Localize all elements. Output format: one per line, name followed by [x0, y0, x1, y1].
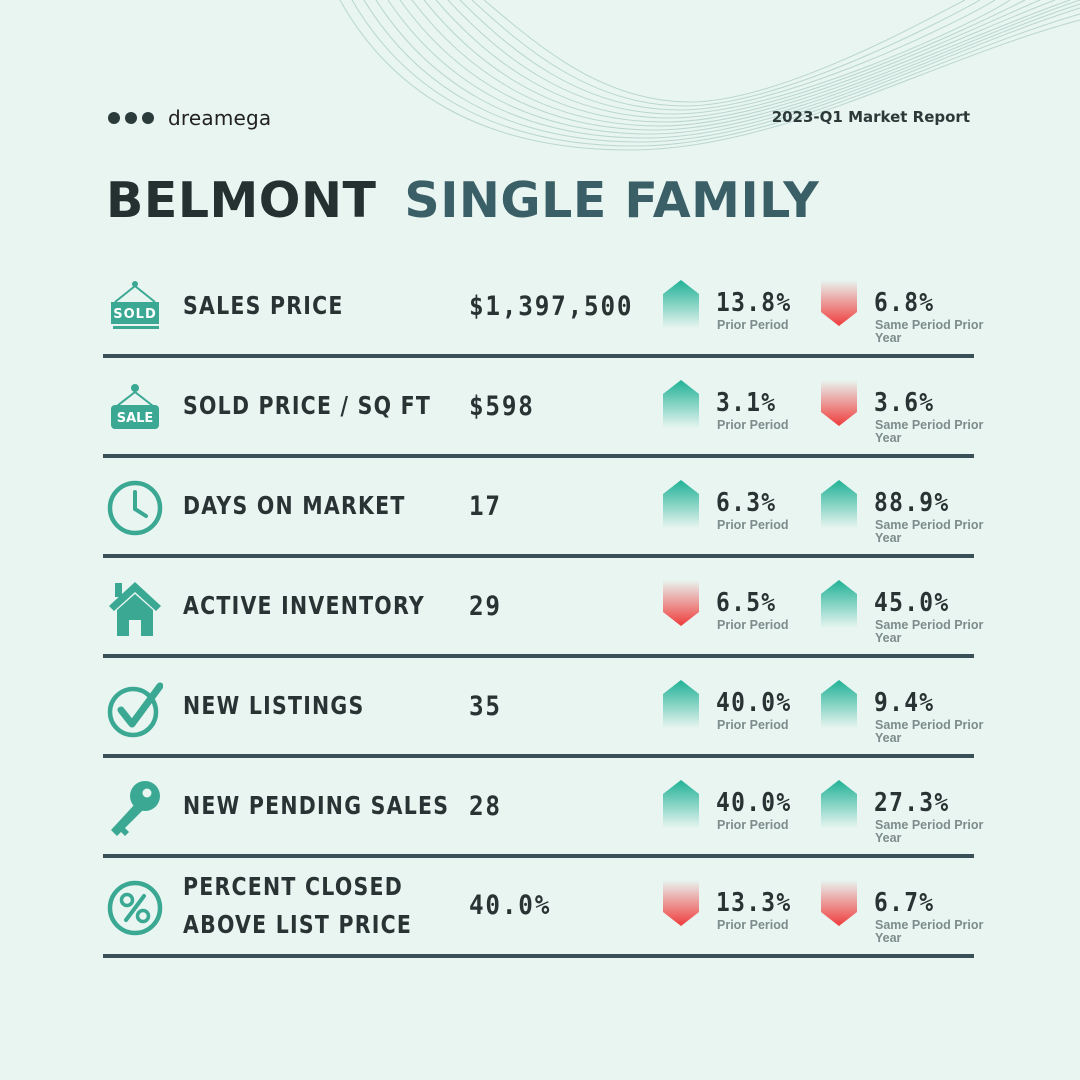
change-caption: Same Period Prior Year: [875, 518, 984, 545]
arrow-up-icon: [663, 480, 699, 528]
title-property-type: SINGLE FAMILY: [404, 172, 820, 229]
change-caption: Same Period Prior Year: [875, 918, 984, 945]
change-caption: Same Period Prior Year: [875, 418, 984, 445]
metrics-table: SOLD SALES PRICE $1,397,500 13.8% Prior Peri…: [103, 258, 983, 958]
brand-dots-icon: [108, 112, 154, 124]
change-percent: 3.1%: [716, 388, 777, 418]
brand-name: dreamega: [168, 106, 272, 130]
house-icon: [107, 578, 163, 638]
metric-row: NEW PENDING SALES 28 40.0% Prior Period 27.3…: [103, 758, 983, 858]
metric-label: ACTIVE INVENTORY: [183, 591, 425, 620]
arrow-down-icon: [821, 280, 857, 328]
metric-value: 28: [469, 790, 502, 822]
change-percent: 88.9%: [874, 488, 950, 518]
arrow-down-icon: [821, 880, 857, 928]
metric-label: DAYS ON MARKET: [183, 491, 406, 520]
change-percent: 40.0%: [716, 688, 792, 718]
arrow-down-icon: [663, 580, 699, 628]
metric-row: SOLD SALES PRICE $1,397,500 13.8% Prior Peri…: [103, 258, 983, 358]
page-title: BELMONT SINGLE FAMILY: [106, 172, 819, 229]
metric-row: SALE SOLD PRICE / SQ FT $598 3.1% Prior Peri…: [103, 358, 983, 458]
metric-row: PERCENT CLOSED ABOVE LIST PRICE 40.0% 13.3%…: [103, 858, 983, 958]
decorative-wave-lines: [339, 0, 1080, 151]
metric-row: DAYS ON MARKET 17 6.3% Prior Period 88.9% Sam…: [103, 458, 983, 558]
change-percent: 3.6%: [874, 388, 935, 418]
change-caption: Same Period Prior Year: [875, 618, 984, 645]
key-icon: [107, 778, 163, 838]
change-caption: Prior Period: [717, 718, 789, 732]
arrow-up-icon: [821, 480, 857, 528]
change-caption: Prior Period: [717, 318, 789, 332]
metric-value: 17: [469, 490, 502, 522]
change-percent: 6.8%: [874, 288, 935, 318]
change-caption: Same Period Prior Year: [875, 318, 984, 345]
svg-text:SOLD: SOLD: [113, 307, 157, 322]
change-percent: 9.4%: [874, 688, 935, 718]
report-label: 2023-Q1 Market Report: [771, 108, 970, 126]
metric-value: 35: [469, 690, 502, 722]
arrow-up-icon: [821, 680, 857, 728]
change-percent: 13.8%: [716, 288, 792, 318]
sold-sign-icon: SOLD: [107, 278, 163, 338]
arrow-up-icon: [663, 780, 699, 828]
arrow-down-icon: [821, 380, 857, 428]
clock-icon: [107, 478, 163, 538]
arrow-up-icon: [663, 680, 699, 728]
change-percent: 27.3%: [874, 788, 950, 818]
metric-value: 40.0%: [469, 890, 552, 921]
metric-row: NEW LISTINGS 35 40.0% Prior Period 9.4% Same …: [103, 658, 983, 758]
arrow-down-icon: [663, 880, 699, 928]
change-percent: 45.0%: [874, 588, 950, 618]
metric-label: SOLD PRICE / SQ FT: [183, 391, 432, 420]
change-caption: Prior Period: [717, 518, 789, 532]
change-percent: 40.0%: [716, 788, 792, 818]
arrow-up-icon: [663, 280, 699, 328]
checkmark-icon: [107, 678, 163, 738]
svg-text:SALE: SALE: [117, 411, 154, 426]
metric-value: $598: [469, 390, 535, 422]
metric-value: 29: [469, 590, 502, 622]
change-caption: Prior Period: [717, 918, 789, 932]
change-caption: Same Period Prior Year: [875, 718, 984, 745]
change-caption: Same Period Prior Year: [875, 818, 984, 845]
change-percent: 6.3%: [716, 488, 777, 518]
change-percent: 6.5%: [716, 588, 777, 618]
metric-label: PERCENT CLOSED ABOVE LIST PRICE: [183, 858, 412, 954]
brand-logo: dreamega: [108, 104, 271, 132]
change-caption: Prior Period: [717, 818, 789, 832]
metric-value: $1,397,500: [469, 290, 634, 322]
arrow-up-icon: [821, 780, 857, 828]
change-percent: 13.3%: [716, 888, 792, 918]
sale-tag-icon: SALE: [107, 378, 163, 438]
change-caption: Prior Period: [717, 618, 789, 632]
change-percent: 6.7%: [874, 888, 935, 918]
metric-row: ACTIVE INVENTORY 29 6.5% Prior Period 45.0% S…: [103, 558, 983, 658]
metric-label: SALES PRICE: [183, 291, 344, 320]
title-city: BELMONT: [106, 172, 377, 229]
arrow-up-icon: [663, 380, 699, 428]
metric-label-line: PERCENT CLOSED: [183, 872, 403, 901]
metric-label: NEW LISTINGS: [183, 691, 365, 720]
metric-label-line: ABOVE LIST PRICE: [183, 910, 413, 939]
metric-label: NEW PENDING SALES: [183, 791, 450, 820]
percent-icon: [107, 878, 163, 938]
change-caption: Prior Period: [717, 418, 789, 432]
arrow-up-icon: [821, 580, 857, 628]
